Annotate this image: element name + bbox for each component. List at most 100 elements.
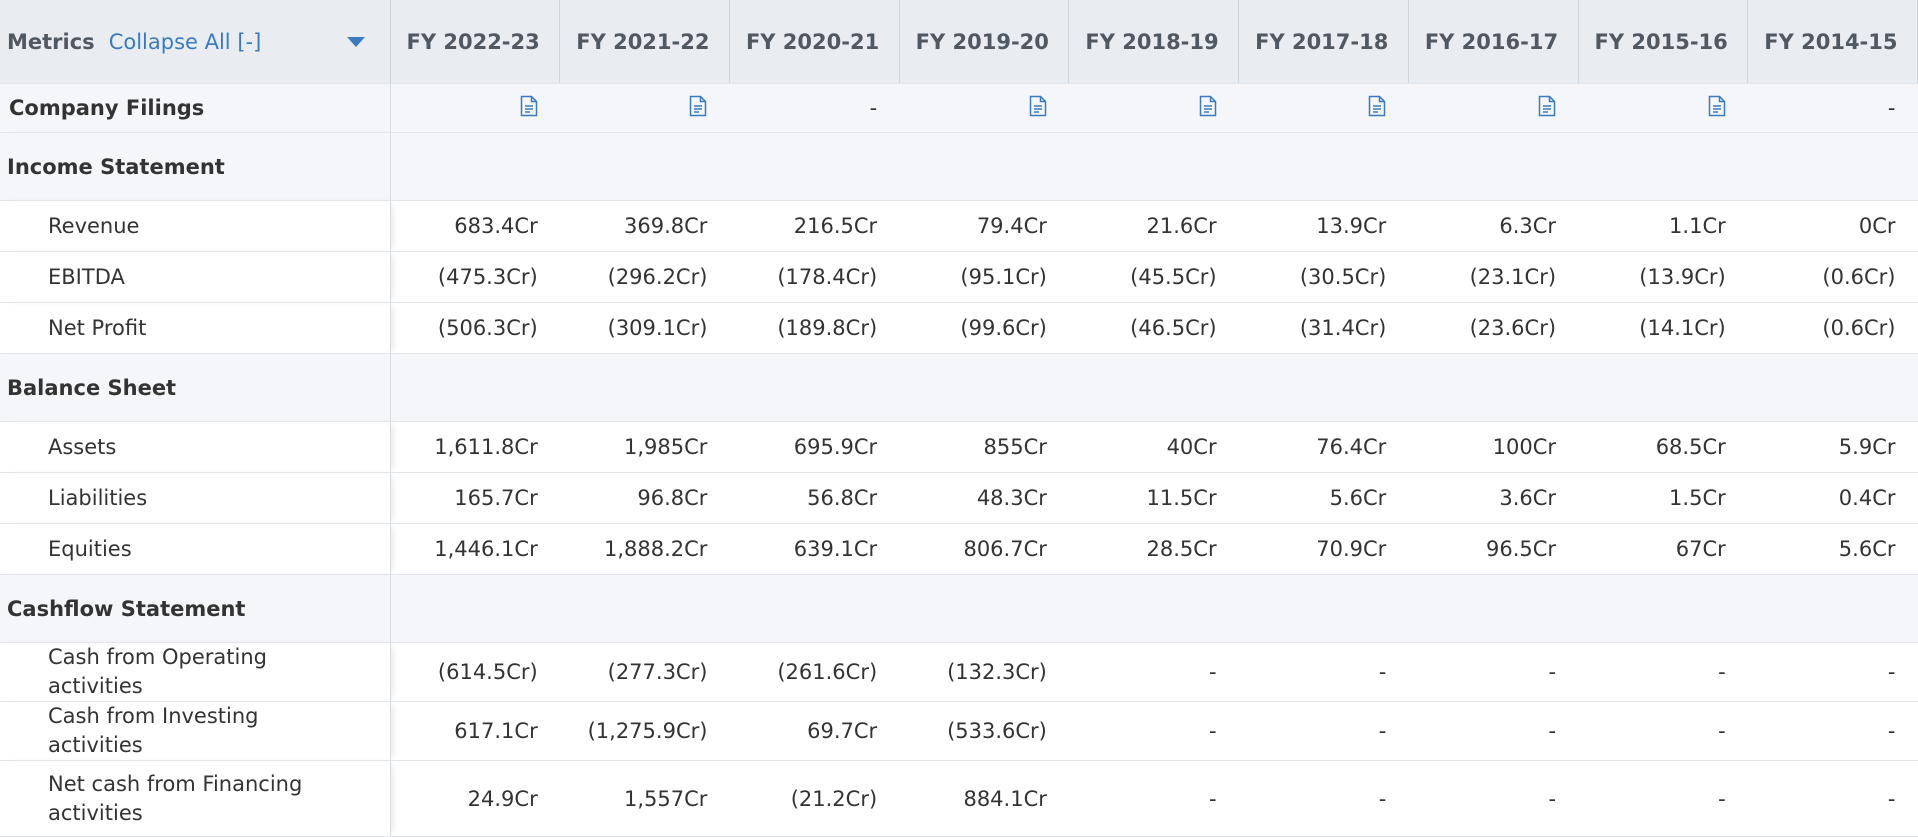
value-cell: 48.3Cr (899, 472, 1069, 524)
document-icon[interactable] (1368, 95, 1386, 117)
row-label: Net Profit (0, 302, 391, 354)
column-header: FY 2022-23 (390, 0, 561, 84)
value-cell: 11.5Cr (1068, 472, 1239, 524)
column-header: FY 2018-19 (1068, 0, 1240, 84)
value-cell: 5.9Cr (1747, 421, 1918, 473)
value-cell: (475.3Cr) (390, 251, 560, 303)
table-header: Metrics Collapse All [-] FY 2022-23 FY 202… (0, 0, 1918, 84)
value-cell: 67Cr (1578, 523, 1748, 575)
value-cell: (189.8Cr) (729, 302, 900, 354)
value-cell: (506.3Cr) (390, 302, 560, 354)
document-icon[interactable] (689, 95, 707, 117)
document-icon[interactable] (1708, 95, 1726, 117)
value-cell: (261.6Cr) (729, 642, 900, 702)
section-row: Balance Sheet (0, 353, 1918, 422)
metric-row: Cash from Investing activities 617.1Cr (1,… (0, 701, 1918, 761)
value-cell: (277.3Cr) (559, 642, 730, 702)
value-cell: (45.5Cr) (1068, 251, 1239, 303)
value-cell: 0Cr (1747, 200, 1918, 252)
row-label: Company Filings (0, 83, 391, 133)
value-cell: 13.9Cr (1238, 200, 1409, 252)
value-cell: (31.4Cr) (1238, 302, 1409, 354)
metric-row: Equities 1,446.1Cr 1,888.2Cr 639.1Cr 806.7Cr… (0, 523, 1918, 575)
metric-row: Liabilities 165.7Cr 96.8Cr 56.8Cr 48.3Cr 11.5… (0, 472, 1918, 524)
value-cell: (0.6Cr) (1747, 302, 1918, 354)
filing-cell (390, 83, 560, 133)
row-label: Assets (0, 421, 391, 473)
value-cell: 1,446.1Cr (390, 523, 560, 575)
filing-cell: - (729, 83, 900, 133)
value-cell: (13.9Cr) (1578, 251, 1748, 303)
metric-row: Net cash from Financing activities 24.9Cr… (0, 760, 1918, 837)
metric-row: Cash from Operating activities (614.5Cr)(… (0, 642, 1918, 702)
column-header: FY 2016-17 (1408, 0, 1579, 84)
value-cell: - (1578, 760, 1748, 837)
value-cell: 1.1Cr (1578, 200, 1748, 252)
document-icon[interactable] (1199, 95, 1217, 117)
table-body: Company Filings - - Income Statement Revenue… (0, 83, 1918, 837)
value-cell: (178.4Cr) (729, 251, 900, 303)
value-cell: 96.5Cr (1408, 523, 1579, 575)
value-cell: 69.7Cr (729, 701, 900, 761)
value-cell: - (1238, 760, 1409, 837)
dropdown-caret[interactable] (346, 36, 366, 48)
value-cell: 96.8Cr (559, 472, 730, 524)
value-cell: 216.5Cr (729, 200, 900, 252)
value-cell: 1,557Cr (559, 760, 730, 837)
value-cell: - (1578, 701, 1748, 761)
value-cell: (309.1Cr) (559, 302, 730, 354)
filings-row: Company Filings - - (0, 83, 1918, 133)
value-cell: (99.6Cr) (899, 302, 1069, 354)
metrics-label: Metrics (7, 29, 95, 54)
section-title: Income Statement (0, 132, 391, 201)
value-cell: 1,888.2Cr (559, 523, 730, 575)
value-cell: - (1068, 701, 1239, 761)
value-cell: 639.1Cr (729, 523, 900, 575)
value-cell: 0.4Cr (1747, 472, 1918, 524)
column-header: FY 2017-18 (1238, 0, 1409, 84)
value-cell: - (1578, 642, 1748, 702)
metric-row: Net Profit (506.3Cr) (309.1Cr) (189.8Cr) (99… (0, 302, 1918, 354)
value-cell: 56.8Cr (729, 472, 900, 524)
row-label: Revenue (0, 200, 391, 252)
document-icon[interactable] (1538, 95, 1556, 117)
value-cell: (14.1Cr) (1578, 302, 1748, 354)
collapse-all[interactable]: Collapse All [-] (108, 29, 262, 54)
value-cell: - (1747, 701, 1918, 761)
value-cell: - (1068, 642, 1239, 702)
document-icon[interactable] (520, 95, 538, 117)
metric-row: Revenue 683.4Cr 369.8Cr 216.5Cr 79.4Cr 21.6Cr… (0, 200, 1918, 252)
row-label: Equities (0, 523, 391, 575)
metric-row: EBITDA (475.3Cr) (296.2Cr) (178.4Cr) (95.1Cr… (0, 251, 1918, 303)
value-cell: - (1408, 642, 1579, 702)
value-cell: 68.5Cr (1578, 421, 1748, 473)
filing-cell (1408, 83, 1579, 133)
column-header: FY 2015-16 (1578, 0, 1749, 84)
filing-cell (1578, 83, 1748, 133)
column-header: FY 2014-15 (1747, 0, 1918, 84)
filing-cell (1238, 83, 1409, 133)
section-row: Cashflow Statement (0, 574, 1918, 643)
value-cell: (23.1Cr) (1408, 251, 1579, 303)
value-cell: (614.5Cr) (390, 642, 560, 702)
value-cell: 165.7Cr (390, 472, 560, 524)
value-cell: (21.2Cr) (729, 760, 900, 837)
document-icon[interactable] (1029, 95, 1047, 117)
value-cell: 855Cr (899, 421, 1069, 473)
value-cell: (0.6Cr) (1747, 251, 1918, 303)
row-label: EBITDA (0, 251, 391, 303)
row-label: Cash from Investing activities (0, 701, 391, 761)
section-fill (390, 353, 1918, 422)
value-cell: 1,611.8Cr (390, 421, 560, 473)
value-cell: - (1238, 701, 1409, 761)
filing-cell (559, 83, 730, 133)
row-label: Cash from Operating activities (0, 642, 391, 702)
filing-cell: - (1747, 83, 1918, 133)
value-cell: - (1747, 642, 1918, 702)
section-fill (390, 574, 1918, 643)
value-cell: 5.6Cr (1747, 523, 1918, 575)
metric-row: Assets 1,611.8Cr 1,985Cr 695.9Cr 855Cr 40Cr 76… (0, 421, 1918, 473)
column-header: FY 2019-20 (899, 0, 1070, 84)
